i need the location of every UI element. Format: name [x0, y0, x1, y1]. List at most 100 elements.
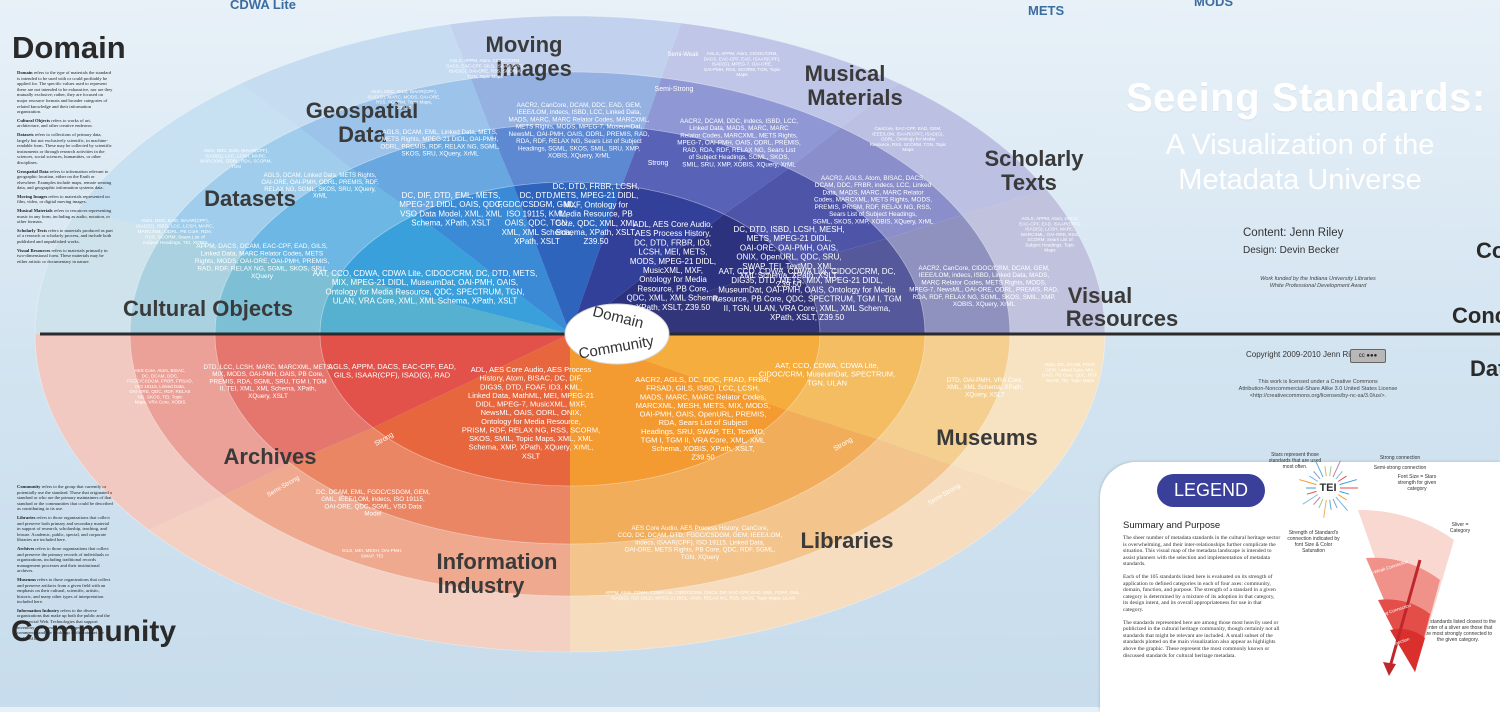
- top-label-mets: METS: [1028, 3, 1065, 18]
- wedge-archives-semi-strong: [215, 334, 373, 464]
- std-mid-cultural-objects: APPM, DACS, DCAM, EAC-CPF, EAD, GILS, Lin…: [195, 243, 330, 280]
- sector-label-museums: Museums: [936, 425, 1037, 450]
- license-line3: <http://creativecommons.org/licenses/by-…: [1249, 393, 1387, 399]
- wedge-cultural-objects-weak: [35, 209, 165, 334]
- wedge-libraries-semi-weak: [570, 439, 952, 596]
- wedge-libraries-weak: [570, 465, 1034, 652]
- legend-ray: [1309, 475, 1319, 482]
- domain-description: Domain refers to the type of materials t…: [17, 70, 113, 264]
- legend-summary-p3: The standards represented here are among…: [1123, 619, 1280, 659]
- right-edge-dat: Dat: [1470, 356, 1500, 381]
- std-weak-musical-materials: AGLS, APPM, Atom, CIDOC/CRM, DACS, EAC-CP…: [704, 51, 781, 77]
- legend-ray: [1313, 471, 1321, 480]
- wedge-geospatial-data-strong: [416, 185, 570, 334]
- community-description: Community refers to the group that curre…: [17, 484, 113, 641]
- legend-stars-note: Stars represent those standards that are…: [1268, 452, 1322, 470]
- wedge-scholarly-texts-semi-strong: [723, 168, 887, 265]
- sector-label-musical-line1: Musical: [805, 61, 886, 86]
- wedge-scholarly-texts-semi-weak: [788, 127, 963, 239]
- legend-ray: [1335, 471, 1343, 480]
- wedge-cultural-objects-strong: [320, 274, 570, 334]
- legend-title: LEGEND: [1157, 474, 1265, 507]
- std-strong-archives: AGLS, APPM, DACS, EAC-CPF, EAD, GILS, ISA…: [328, 362, 456, 380]
- std-weak-archives: AES Core, Atom, BISAC, DC, DCAM, DDC, FGDC…: [127, 368, 193, 405]
- std-weak-moving-images: AGLS, APPM, Atom, CIDOC/CRM, DACS, EAC-CP…: [446, 58, 524, 79]
- wedge-datasets-weak: [77, 83, 300, 232]
- legend-ray: [1299, 479, 1317, 486]
- sector-label-scholarly-line1: Scholarly: [984, 146, 1084, 171]
- legend-ray: [1329, 499, 1332, 510]
- std-weak-datasets: Atom, DDC, EAD, ISAAR(CPF), ISAD(G), LCC,…: [200, 148, 271, 169]
- wedge-information-industry-semi-strong: [290, 427, 570, 544]
- legend-ray: [1323, 499, 1327, 518]
- sector-label-industry-line1: Information: [437, 549, 558, 574]
- wedge-museums-semi-weak: [877, 334, 1010, 465]
- wedge-information-industry-semi-weak: [223, 463, 570, 596]
- sector-label-moving-line2: Images: [496, 56, 572, 81]
- std-weak-scholarly-texts: CanCore, EAC-CPF, EAD, GEM, IEEE/LOM, ISA…: [870, 126, 947, 152]
- sector-label-industry-line2: Industry: [438, 573, 526, 598]
- wedge-libraries-semi-strong: [570, 410, 878, 544]
- legend-arrow: [1388, 559, 1422, 668]
- wedge-moving-images-strong: [513, 182, 622, 334]
- std-mid-scholarly-texts: AACR2, AGLS, Atom, BISAC, DACS, DCAM, DDC…: [813, 175, 934, 225]
- std-mid-libraries: AES Core Audio, AES Process History, Can…: [618, 525, 783, 561]
- legend-ray: [1313, 496, 1321, 505]
- wedge-geospatial-data-weak: [240, 24, 472, 128]
- legend-ray: [1337, 475, 1347, 482]
- top-label-mods: MODS: [1194, 0, 1233, 9]
- std-weak-geospatial-data: Atom, DDC, GILS, ISAAR(CPF), ISAD(G), MAR…: [368, 89, 441, 110]
- wedge-museums-weak: [951, 334, 1105, 493]
- std-strong-datasets: DC, DIF, DTD, EML, METS, MPEG-21 DIDL, OA…: [399, 191, 503, 228]
- sector-label-musical-line2: Materials: [807, 85, 902, 110]
- wedge-musical-materials-semi-weak: [643, 77, 841, 169]
- std-mid-datasets: AGLS, DCAM, Linked Data, METS Rights, OAI…: [261, 173, 379, 200]
- wedge-archives-semi-weak: [130, 334, 291, 496]
- wedge-musical-materials-weak: [661, 22, 900, 128]
- top-label-cdwa-lite: CDWA Lite: [230, 0, 296, 12]
- funding-line1: Work funded by the Indiana University Li…: [1260, 276, 1376, 282]
- wedge-visual-resources-semi-strong: [792, 238, 925, 334]
- community-heading: Community: [11, 615, 176, 648]
- legend-ray: [1306, 490, 1317, 495]
- license-line1: This work is licensed under a Creative C…: [1258, 379, 1378, 385]
- wedge-cultural-objects-semi-weak: [130, 231, 244, 334]
- std-weak-cultural-objects: Atom, DDC, EAD, ISAAR(CPF), ISAD(G), ISBD…: [136, 218, 214, 246]
- copyright-text: Copyright 2009-2010 Jenn Riley: [1246, 350, 1361, 359]
- sector-label-libraries: Libraries: [801, 528, 894, 553]
- std-mid-archives: DTD, LCC, LCSH, MARC, MARCXML, METS, MIX,…: [203, 364, 332, 400]
- design-credit: Design: Devin Becker: [1243, 245, 1340, 256]
- wedge-moving-images-weak: [449, 15, 682, 79]
- poster-title: Seeing Standards:: [1126, 76, 1486, 120]
- legend-semi-strong-conn: Semi-strong connection: [1373, 465, 1427, 471]
- std-mid-information-industry: DC, DCAM, EML, FGDC/CSDGM, GEM, GML, IEEE…: [316, 489, 430, 518]
- funding-line2: White Professional Development Award: [1269, 283, 1367, 289]
- legend-sliver-note: Sliver = Category: [1449, 522, 1471, 534]
- center-badge: [564, 303, 670, 365]
- std-strong-visual-resources: AAT, CCO, CDWA, CDWA Lite, CIDOC/CRM, DC…: [712, 267, 901, 322]
- wedge-visual-resources-weak: [962, 189, 1105, 334]
- legend-font-size-note: Font Size = Stars strength for given cat…: [1397, 474, 1437, 492]
- legend-ray: [1324, 466, 1327, 477]
- std-weak-information-industry: GILS, MEI, MESH, OAI-PMH, SWAP, TEI: [342, 548, 403, 558]
- legend-panel: LEGEND Summary and Purpose The sheer num…: [1100, 452, 1500, 712]
- legend-ray: [1339, 490, 1350, 495]
- wedge-information-industry-weak: [148, 495, 570, 652]
- legend-strength-note: Strength of Standard's connection indica…: [1287, 530, 1340, 554]
- sector-label-moving-line1: Moving: [486, 32, 563, 57]
- sector-label-geospatial-line2: Data: [338, 122, 386, 147]
- legend-arrowhead: [1383, 662, 1396, 676]
- sector-label-cultural-objects: Cultural Objects: [123, 296, 293, 321]
- wedge-musical-materials-semi-strong: [621, 128, 789, 215]
- wedge-datasets-semi-weak: [164, 127, 352, 252]
- legend-ray: [1315, 460, 1324, 478]
- wedge-cultural-objects-semi-strong: [215, 251, 340, 334]
- legend-ray: [1318, 498, 1324, 509]
- right-edge-co: Co: [1476, 238, 1500, 263]
- legend-tei-starburst: TEI: [1319, 482, 1336, 494]
- sector-label-visual-line1: Visual: [1068, 283, 1132, 308]
- wedge-moving-images-semi-weak: [471, 72, 662, 130]
- ring-label-strong-1: Strong: [648, 160, 669, 167]
